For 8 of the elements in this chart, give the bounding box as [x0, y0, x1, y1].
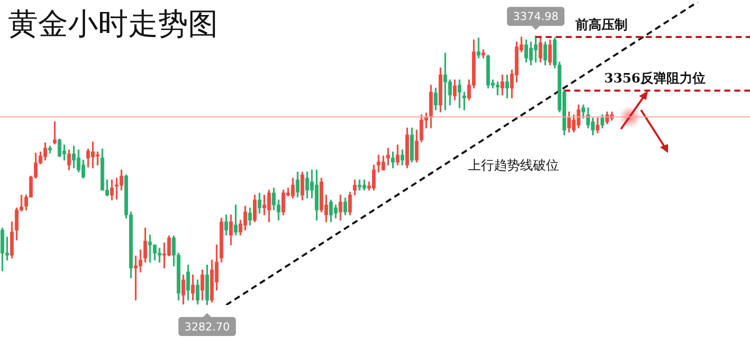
- ref-line-label: 3356反弹阻力位: [604, 70, 706, 87]
- ref-line-label: 前高压制: [574, 16, 628, 33]
- chart-title: 黄金小时走势图: [8, 6, 218, 44]
- annotation: 3374.98: [512, 10, 558, 24]
- candlestick: [48, 146, 52, 154]
- annotation: 上行趋势线破位: [468, 158, 559, 174]
- annotation: 3282.70: [184, 320, 230, 334]
- candlestick: [476, 38, 480, 58]
